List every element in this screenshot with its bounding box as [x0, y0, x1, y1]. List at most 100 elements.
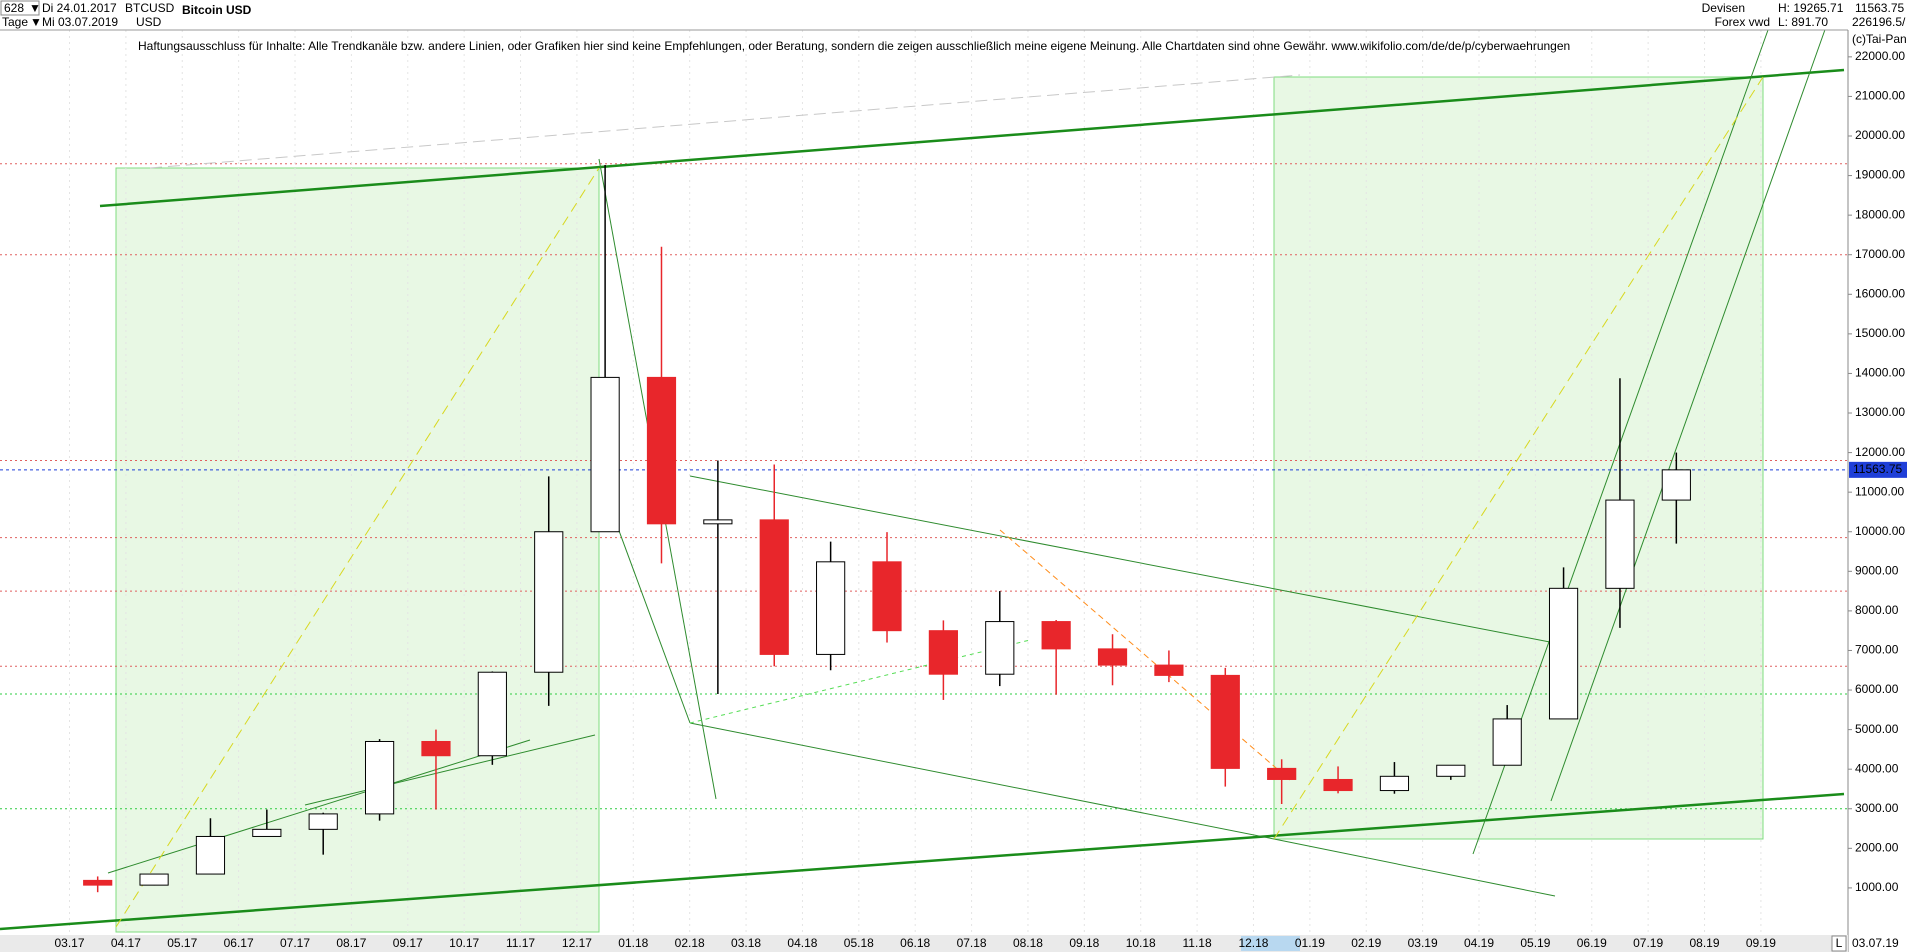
last-date: 03.07.19	[1852, 936, 1899, 950]
candle-body	[308, 813, 338, 830]
candle-body	[1492, 718, 1522, 766]
y-tick-label: 8000.00	[1855, 603, 1899, 617]
x-tick-label: 07.19	[1633, 936, 1663, 950]
y-tick-label: 9000.00	[1855, 563, 1899, 577]
candle-body	[139, 873, 169, 886]
y-tick-label: 4000.00	[1855, 761, 1899, 775]
trend-line	[689, 475, 1556, 644]
candle-body	[534, 531, 564, 673]
y-tick-label: 18000.00	[1855, 207, 1905, 221]
x-tick-label: 05.18	[844, 936, 874, 950]
x-tick-label: 11.17	[506, 936, 535, 950]
x-tick-label: 08.19	[1690, 936, 1720, 950]
candle-body	[1097, 648, 1128, 666]
candle-body	[83, 879, 113, 886]
trend-line	[0, 792, 1845, 931]
y-tick-label: 22000.00	[1855, 49, 1905, 63]
candle-body	[1154, 664, 1184, 676]
scroll-button[interactable]	[1831, 935, 1847, 952]
low: L: 891.70	[1778, 15, 1828, 29]
x-tick-label: 02.19	[1351, 936, 1381, 950]
candle-body	[872, 561, 902, 632]
candle-body	[759, 519, 789, 655]
instrument-name: Bitcoin USD	[182, 3, 252, 17]
trend-line	[1273, 76, 1764, 840]
x-tick-label: 09.17	[393, 936, 423, 950]
candle-body	[928, 630, 958, 675]
y-tick-label: 19000.00	[1855, 168, 1905, 182]
scroll-label[interactable]: L	[1836, 936, 1843, 950]
candle-body	[1379, 775, 1410, 792]
y-tick-label: 6000.00	[1855, 682, 1899, 696]
currency: USD	[136, 15, 162, 29]
x-tick-label: 04.19	[1464, 936, 1494, 950]
y-tick-label: 16000.00	[1855, 286, 1905, 300]
trend-line	[1550, 23, 1828, 802]
y-tick-label: 17000.00	[1855, 247, 1905, 261]
trend-lines	[0, 23, 1845, 931]
last-price-header: 11563.75	[1855, 1, 1904, 15]
candle-body	[1267, 767, 1297, 780]
y-tick-label: 5000.00	[1855, 722, 1899, 736]
x-tick-label: 04.18	[787, 936, 817, 950]
candle-body	[590, 376, 620, 533]
candle-body	[421, 740, 451, 757]
source: Forex vwd	[1715, 15, 1770, 29]
candle-body	[703, 519, 733, 525]
x-highlight	[1241, 936, 1300, 951]
candle-body	[252, 828, 282, 837]
candle-body	[985, 621, 1015, 675]
x-tick-label: 03.18	[731, 936, 761, 950]
y-tick-label: 13000.00	[1855, 405, 1905, 419]
end-date: Mi 03.07.2019	[42, 15, 118, 29]
period: Tage	[2, 15, 28, 29]
x-tick-label: 12.18	[1238, 936, 1268, 950]
high: H: 19265.71	[1778, 1, 1844, 15]
candle-body	[816, 561, 846, 655]
y-tick-label: 10000.00	[1855, 524, 1905, 538]
copyright: (c)Tai-Pan	[1852, 32, 1907, 46]
dropdown-icon[interactable]: ▼	[29, 1, 41, 15]
trend-line	[999, 529, 1291, 781]
x-tick-label: 07.17	[280, 936, 310, 950]
x-tick-label: 05.19	[1520, 936, 1550, 950]
x-tick-label: 06.19	[1577, 936, 1607, 950]
x-tick-label: 11.18	[1183, 936, 1212, 950]
trend-line	[304, 734, 596, 806]
y-tick-label: 12000.00	[1855, 445, 1905, 459]
candles	[0, 165, 1848, 893]
candle-body	[364, 740, 395, 815]
start-date: Di 24.01.2017	[42, 1, 117, 15]
trend-line	[107, 739, 531, 874]
y-tick-label: 11000.00	[1855, 484, 1904, 498]
trend-line	[99, 68, 1845, 208]
x-tick-label: 03.19	[1408, 936, 1438, 950]
range-box	[115, 167, 600, 933]
y-tick-label: 20000.00	[1855, 128, 1905, 142]
x-tick-label: 05.17	[167, 936, 197, 950]
candle-body	[1436, 764, 1466, 777]
candle-body	[1661, 469, 1691, 501]
y-tick-label: 1000.00	[1855, 880, 1899, 894]
x-tick-label: 03.17	[54, 936, 84, 950]
x-tick-label: 10.17	[449, 936, 479, 950]
x-tick-label: 01.18	[618, 936, 648, 950]
x-tick-label: 08.17	[336, 936, 366, 950]
extra-value: 226196.5/	[1852, 15, 1906, 29]
trend-line	[115, 167, 600, 928]
x-tick-label: 12.17	[562, 936, 592, 950]
dropdown-icon[interactable]: ▼	[30, 15, 42, 29]
candle-body	[1605, 499, 1635, 589]
candle-body	[477, 671, 507, 757]
y-tick-label: 14000.00	[1855, 366, 1905, 380]
trend-line	[689, 722, 1275, 840]
x-tick-label: 09.18	[1069, 936, 1099, 950]
y-tick-label: 15000.00	[1855, 326, 1905, 340]
candle-body	[646, 376, 677, 525]
last-price-box	[1849, 461, 1907, 478]
y-tick-label: 7000.00	[1855, 643, 1899, 657]
x-tick-label: 02.18	[675, 936, 705, 950]
market: Devisen	[1702, 1, 1745, 15]
